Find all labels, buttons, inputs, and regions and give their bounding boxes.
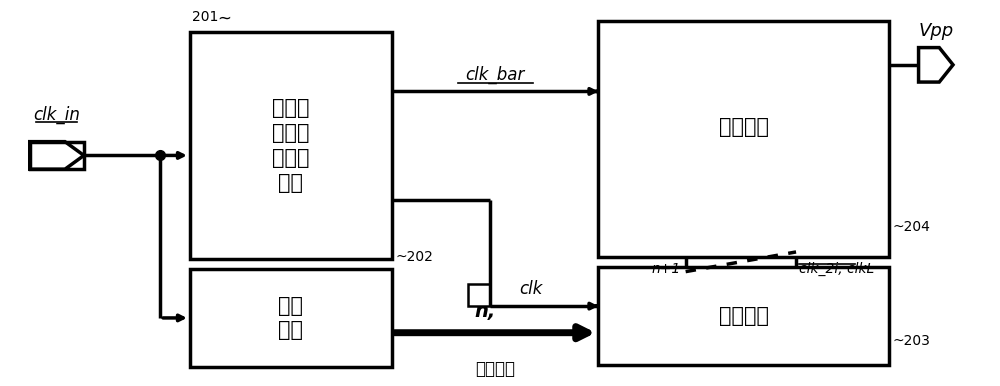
Text: clk_in: clk_in xyxy=(33,106,80,124)
Text: 主电荷泵: 主电荷泵 xyxy=(719,117,769,137)
Text: 控制逻辑: 控制逻辑 xyxy=(719,306,769,326)
Text: 数字
电路: 数字 电路 xyxy=(278,296,303,340)
Bar xyxy=(190,269,392,367)
Bar xyxy=(598,267,889,365)
Text: Vpp: Vpp xyxy=(918,22,953,40)
Text: 双相非
交叠时
钟产生
电路: 双相非 交叠时 钟产生 电路 xyxy=(272,98,309,193)
Text: clk_2i, clkL: clk_2i, clkL xyxy=(799,262,874,276)
Bar xyxy=(190,32,392,259)
Text: ~204: ~204 xyxy=(893,220,931,234)
Text: ~: ~ xyxy=(217,9,231,27)
Text: ~202: ~202 xyxy=(396,250,433,264)
Text: n+1: n+1 xyxy=(651,262,681,276)
Text: ~203: ~203 xyxy=(893,334,931,347)
Text: n,: n, xyxy=(475,302,496,321)
Bar xyxy=(598,20,889,257)
Text: clk: clk xyxy=(520,280,543,298)
Bar xyxy=(468,284,490,306)
Text: 201: 201 xyxy=(192,10,218,24)
Text: clk_bar: clk_bar xyxy=(465,65,525,83)
Text: 控制信号: 控制信号 xyxy=(475,360,515,378)
